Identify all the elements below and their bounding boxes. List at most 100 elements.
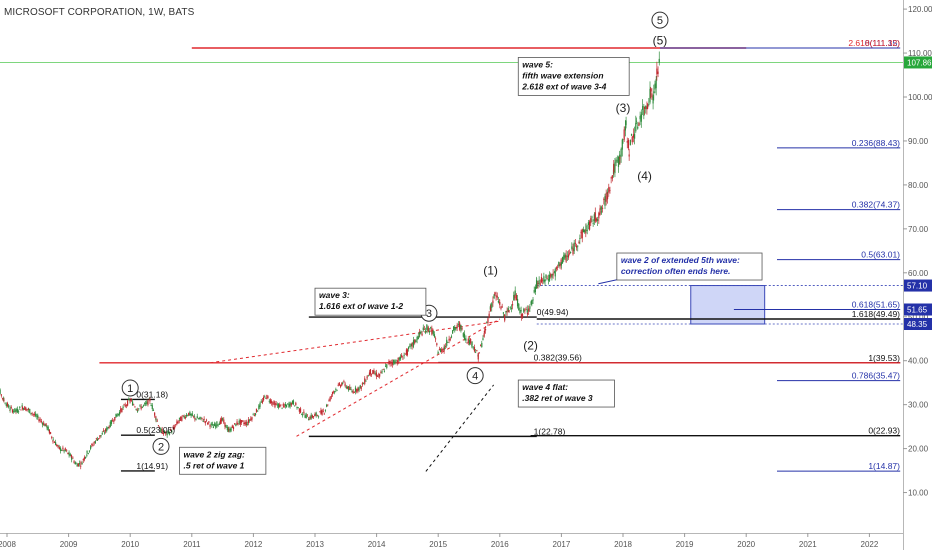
candle-body — [71, 458, 73, 460]
candle-body — [35, 413, 37, 417]
candle-body — [25, 407, 27, 411]
annotation-text: 1.616 ext of wave 1-2 — [319, 301, 403, 311]
candle-body — [216, 421, 218, 426]
candle-body — [154, 412, 156, 416]
candle-body — [261, 400, 264, 403]
candle-body — [322, 410, 324, 412]
candle-body — [600, 211, 603, 213]
y-tick-label: 40.00 — [908, 357, 929, 366]
annotation-text: fifth wave extension — [522, 70, 603, 80]
candle-body — [459, 323, 461, 330]
candle-body — [258, 405, 260, 409]
candle-body — [13, 410, 15, 412]
y-tick-label: 50.00 — [908, 313, 929, 322]
candle-body — [37, 415, 39, 418]
candle-body — [420, 331, 422, 334]
candle-body — [310, 414, 312, 419]
candle-body — [95, 438, 97, 440]
candle-body — [637, 126, 639, 129]
y-tick-label: 120.00 — [908, 5, 932, 14]
x-tick-label: 2008 — [0, 540, 16, 549]
candle-body — [614, 162, 616, 174]
candle-body — [653, 91, 655, 94]
annotation-text: wave 4 flat: — [522, 382, 568, 392]
candle-body — [298, 408, 300, 412]
x-tick-label: 2014 — [368, 540, 386, 549]
candle-body — [317, 416, 320, 418]
candle-body — [647, 104, 649, 109]
candle-body — [225, 425, 227, 428]
candle-body — [268, 400, 270, 402]
candle-body — [476, 350, 478, 352]
candle-body — [560, 262, 562, 266]
price-axis-panel — [903, 0, 932, 550]
trend-lines-layer — [210, 266, 671, 472]
candle-body — [299, 408, 302, 413]
candle-body — [454, 326, 456, 331]
candle-body — [323, 413, 325, 415]
candle-body — [468, 339, 471, 345]
candle-body — [209, 425, 211, 427]
candle-body — [238, 420, 240, 424]
candle-body — [470, 338, 472, 344]
candle-body — [336, 389, 338, 391]
fib-level-label: 1(14.87) — [868, 461, 900, 471]
candle-body — [218, 423, 220, 425]
candle-body — [3, 399, 5, 401]
candle-body — [146, 401, 148, 404]
candle-body — [398, 357, 400, 360]
candle-body — [525, 309, 527, 311]
candle-body — [555, 267, 558, 269]
candle-body — [592, 222, 594, 224]
candle-body — [262, 397, 265, 401]
candle-body — [56, 444, 58, 447]
candle-body — [649, 88, 651, 103]
candle-body — [96, 438, 99, 441]
y-tick-label: 60.00 — [908, 269, 929, 278]
candle-body — [506, 310, 508, 313]
candle-body — [337, 384, 339, 386]
candle-body — [203, 418, 205, 421]
candle-body — [545, 274, 547, 279]
candle-body — [230, 428, 232, 431]
candle-body — [422, 327, 424, 331]
candle-body — [196, 416, 198, 419]
candle-body — [259, 403, 261, 407]
candle-body — [417, 336, 419, 340]
candle-body — [575, 245, 578, 248]
candle-body — [87, 453, 89, 454]
candle-body — [416, 336, 418, 340]
candle-body — [533, 290, 535, 293]
candle-body — [221, 418, 223, 422]
candle-body — [229, 428, 231, 433]
price-axis-label-text: 51.65 — [907, 305, 928, 314]
candle-body — [187, 415, 189, 417]
candle-body — [92, 444, 94, 446]
candle-body — [32, 413, 34, 415]
candle-body — [110, 420, 113, 424]
candle-body — [82, 459, 84, 461]
candle-body — [477, 353, 479, 360]
candle-body — [551, 274, 553, 278]
candle-body — [634, 133, 636, 139]
candle-body — [328, 400, 330, 402]
candle-body — [51, 436, 53, 439]
candle-body — [632, 134, 635, 138]
candle-body — [386, 364, 388, 368]
candle-body — [91, 444, 93, 446]
candle-body — [204, 421, 206, 424]
candle-body — [213, 423, 216, 426]
candle-body — [306, 414, 309, 416]
candle-body — [138, 408, 140, 410]
candle-body — [624, 126, 626, 131]
candle-body — [266, 394, 268, 399]
candle-body — [100, 435, 102, 436]
candle-body — [486, 322, 488, 324]
candle-body — [509, 306, 511, 308]
wave-label: (4) — [637, 169, 652, 183]
fib-level-label: 0(111.15) — [865, 38, 900, 48]
candle-body — [573, 242, 575, 252]
candle-body — [144, 403, 146, 405]
candle-body — [397, 358, 399, 364]
